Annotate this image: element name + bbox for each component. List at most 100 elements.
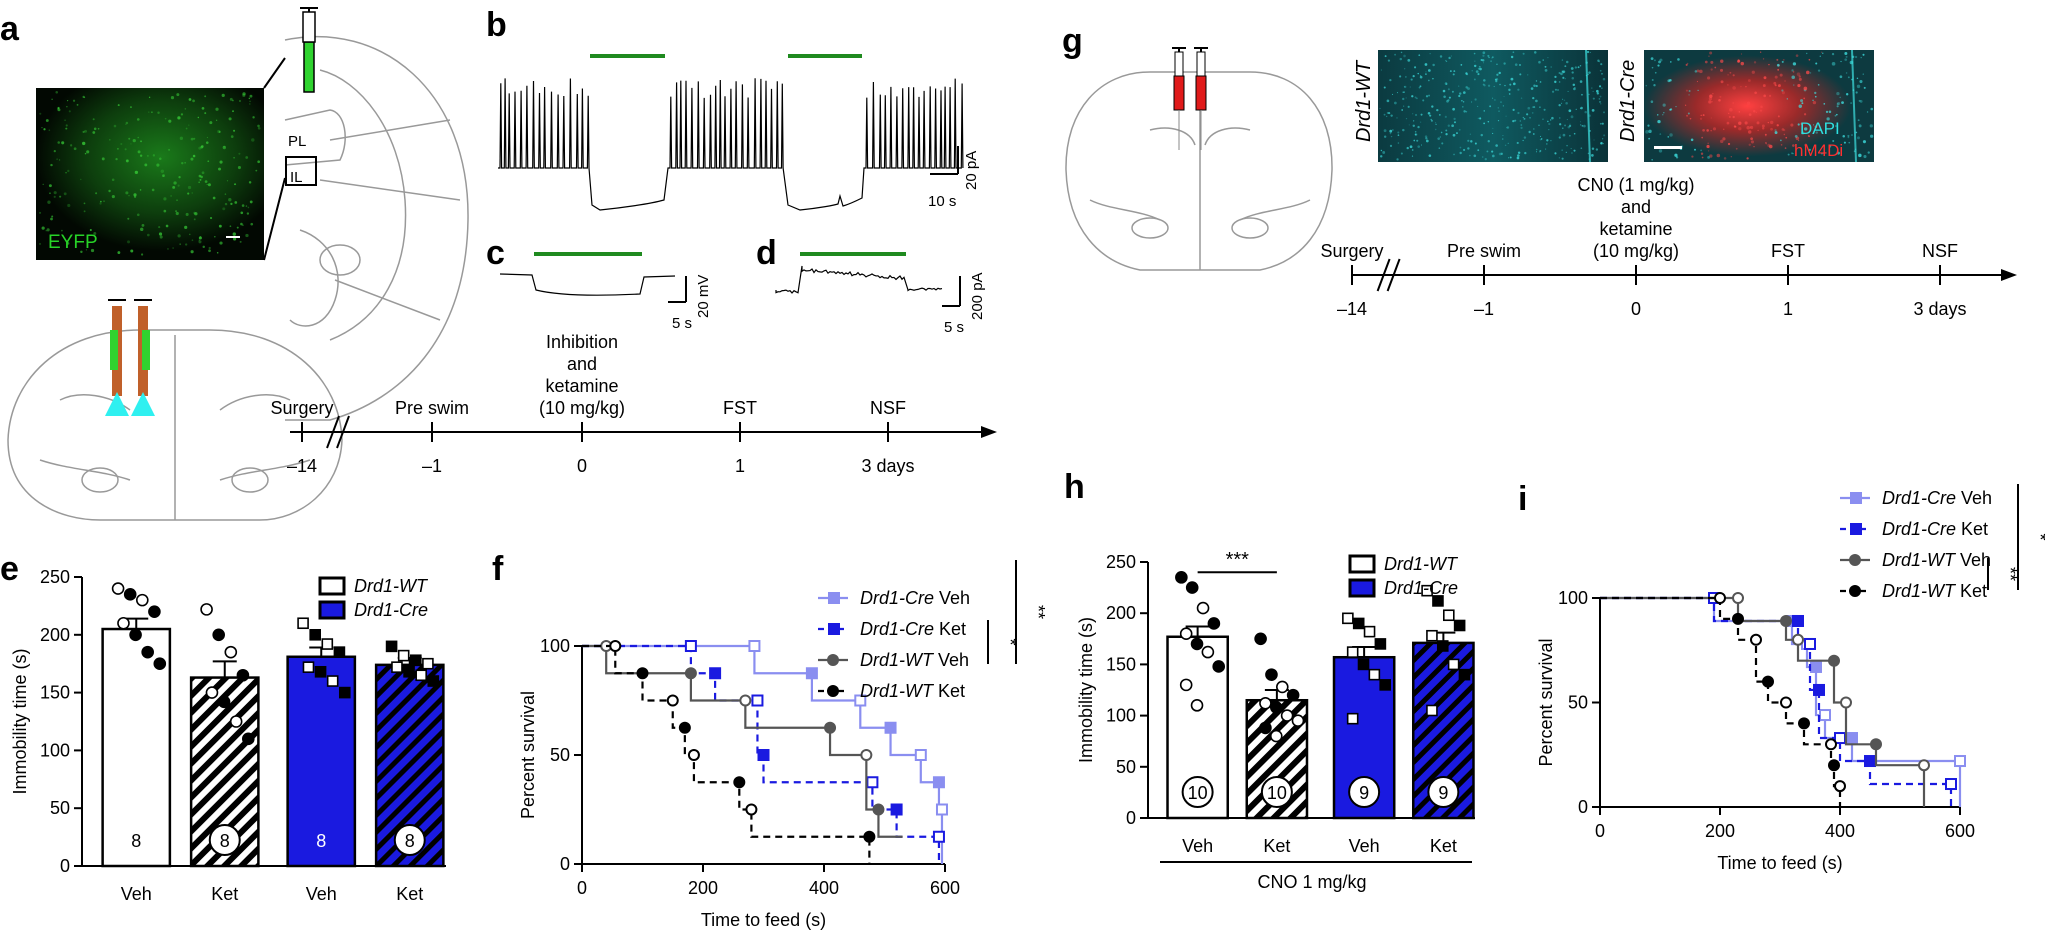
- legend-marker: [827, 685, 839, 697]
- x-category-label: Ket: [1430, 836, 1457, 856]
- survival-marker: [1792, 614, 1804, 627]
- data-point: [1379, 679, 1392, 691]
- data-point: [385, 640, 398, 653]
- timeline-event-label: FST: [1771, 241, 1805, 261]
- survival-line: [582, 644, 871, 864]
- data-point: [1280, 709, 1294, 722]
- data-point: [1291, 714, 1305, 728]
- survival-marker: [1798, 717, 1810, 730]
- legend-swatch-wt: [318, 576, 346, 596]
- data-point: [1265, 668, 1278, 681]
- timeline-tick-label: 0: [577, 456, 587, 476]
- survival-marker: [1819, 709, 1831, 722]
- survival-line: [582, 644, 903, 838]
- timeline-event-label: NSF: [870, 398, 906, 418]
- micrograph-a: EYFP: [36, 88, 264, 260]
- timeline-tick-label: 0: [1631, 299, 1641, 319]
- y-tick-label: 100: [540, 636, 570, 656]
- legend-marker: [1850, 523, 1862, 535]
- panel-label-d: d: [756, 234, 777, 272]
- panel-label-g: g: [1062, 22, 1083, 60]
- survival-marker: [751, 694, 764, 707]
- trace-c-scale-time: 5 s: [672, 315, 692, 332]
- data-point: [1201, 645, 1215, 659]
- stain-label-dapi: DAPI: [1800, 119, 1840, 138]
- optic-fiber-implants: [105, 299, 155, 416]
- survival-marker: [1804, 637, 1816, 650]
- n-label: 9: [1359, 783, 1369, 803]
- data-point: [1352, 617, 1365, 630]
- data-point: [391, 661, 403, 673]
- survival-marker: [866, 776, 879, 789]
- panel-label-a: a: [0, 10, 20, 48]
- survival-marker: [1825, 738, 1837, 751]
- data-point: [1196, 601, 1210, 615]
- x-group-label: CNO 1 mg/kg: [1257, 872, 1366, 892]
- x-tick-label: 200: [688, 878, 718, 898]
- survival-marker: [854, 694, 867, 707]
- y-tick-label: 50: [1568, 693, 1588, 713]
- chart-f: 0 50 100 0 200 400 600 Time to feed (s) Percent …: [518, 560, 1048, 930]
- legend-label-cre: Drd1-Cre: [354, 600, 428, 620]
- y-tick-label: 50: [550, 745, 570, 765]
- survival-marker: [863, 830, 876, 843]
- legend-swatch-cre: [1348, 578, 1376, 598]
- y-tick-label: 100: [1558, 588, 1588, 608]
- y-tick-label: 250: [1106, 552, 1136, 572]
- panel-label-i: i: [1518, 480, 1527, 518]
- significance-stars: **: [2000, 567, 2020, 581]
- data-point: [123, 588, 137, 601]
- legend-label: Drd1-WT Veh: [1882, 550, 1991, 570]
- y-tick-label: 150: [1106, 654, 1136, 674]
- y-tick-label: 0: [60, 856, 70, 876]
- survival-marker: [884, 721, 897, 734]
- legend-label: Drd1-WT Veh: [860, 650, 969, 670]
- data-point: [415, 669, 427, 682]
- legend-marker: [1849, 554, 1861, 566]
- data-point: [1442, 609, 1455, 622]
- data-point: [1357, 658, 1370, 671]
- survival-marker: [745, 803, 758, 816]
- x-category-label: Veh: [1182, 836, 1213, 856]
- data-point: [333, 646, 346, 658]
- significance-stars: ***: [1226, 549, 1250, 571]
- data-point: [241, 732, 255, 746]
- y-tick-label: 100: [40, 740, 70, 760]
- data-point: [1432, 595, 1444, 607]
- x-tick-label: 600: [1945, 821, 1975, 841]
- legend-label: Drd1-Cre Veh: [1882, 488, 1992, 508]
- data-point: [1259, 697, 1272, 710]
- survival-marker: [890, 803, 903, 816]
- micrograph-g-wt: Drd1-WT: [1353, 49, 1608, 163]
- survival-marker: [609, 640, 622, 652]
- timeline-event-label: NSF: [1922, 241, 1958, 261]
- data-point: [1259, 721, 1272, 735]
- y-tick-label: 0: [560, 854, 570, 874]
- x-category-label: Veh: [306, 884, 337, 904]
- timeline-tick-label: –1: [1474, 299, 1494, 319]
- legend-marker: [1849, 585, 1861, 597]
- data-point: [326, 675, 339, 687]
- n-label: 10: [1188, 783, 1208, 803]
- data-point: [321, 638, 334, 650]
- data-point: [1458, 668, 1471, 681]
- x-category-label: Ket: [396, 884, 423, 904]
- legend-swatch-wt: [1348, 554, 1376, 574]
- panel-label-b: b: [486, 6, 507, 44]
- survival-marker: [636, 667, 649, 680]
- data-point: [297, 617, 309, 630]
- n-label: 8: [131, 831, 141, 851]
- x-category-label: Veh: [121, 884, 152, 904]
- data-point: [1436, 640, 1449, 652]
- timeline-tick-label: 1: [735, 456, 745, 476]
- data-point: [1368, 668, 1381, 681]
- data-point: [1190, 699, 1204, 712]
- legend-label-wt: Drd1-WT: [354, 576, 429, 596]
- x-axis-label: Time to feed (s): [701, 910, 826, 930]
- data-point: [1363, 625, 1376, 638]
- survival-marker: [872, 803, 885, 816]
- data-point: [1269, 701, 1283, 714]
- survival-marker: [1732, 612, 1744, 625]
- trace-c: 5 s 20 mV: [499, 252, 712, 332]
- panel-label-c: c: [486, 234, 505, 272]
